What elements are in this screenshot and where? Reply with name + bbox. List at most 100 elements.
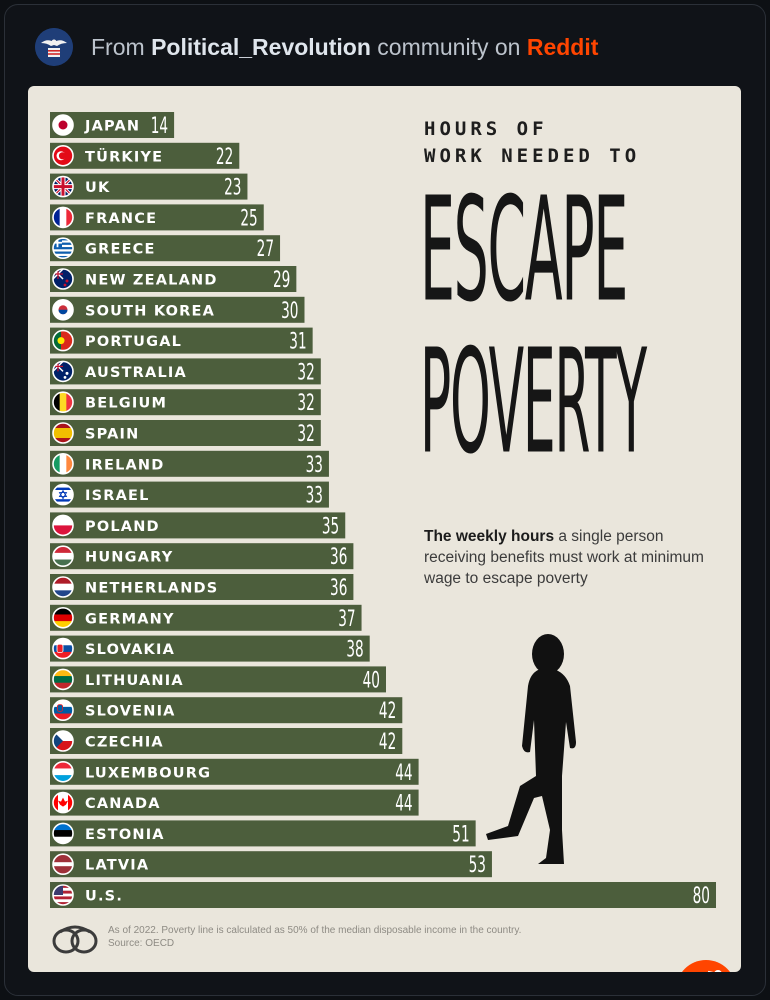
bar-value-latvia: 53 bbox=[469, 853, 486, 878]
bar-label-germany: GERMANY bbox=[85, 611, 175, 627]
bar-row-t-rkiye: TÜRKIYE 22 bbox=[50, 142, 240, 170]
flag-kr-icon bbox=[52, 299, 74, 321]
bar-belgium bbox=[50, 389, 321, 416]
bar-label-spain: SPAIN bbox=[85, 427, 140, 443]
bar-label-france: FRANCE bbox=[85, 211, 157, 227]
bar-label-japan: JAPAN bbox=[84, 119, 140, 135]
flag-jp-icon bbox=[52, 114, 74, 136]
bar-t-rkiye bbox=[50, 142, 240, 169]
bar-value-netherlands: 36 bbox=[330, 576, 347, 601]
bar-row-czechia: CZECHIA 42 bbox=[50, 728, 403, 755]
bar-value-south-korea: 30 bbox=[281, 299, 298, 324]
bar-hungary bbox=[50, 543, 354, 570]
reddit-snoo-icon[interactable] bbox=[676, 960, 736, 972]
bar-row-belgium: BELGIUM 32 bbox=[50, 389, 321, 416]
flag-fr-icon bbox=[52, 206, 74, 229]
bar-value-ireland: 33 bbox=[306, 453, 323, 478]
flag-gr-icon bbox=[52, 237, 74, 259]
flag-ie-icon bbox=[52, 452, 74, 475]
bar-greece bbox=[50, 235, 281, 262]
bar-label-israel: ISRAEL bbox=[85, 488, 150, 504]
bar-value-canada: 44 bbox=[395, 791, 412, 816]
bar-row-slovakia: SLOVAKIA 38 bbox=[50, 635, 370, 663]
title-big-poverty: POVERTY bbox=[420, 318, 647, 486]
flag-cz-icon bbox=[52, 730, 74, 752]
bar-value-spain: 32 bbox=[297, 422, 314, 447]
source-middle: community on bbox=[377, 33, 521, 60]
bar-canada bbox=[50, 789, 419, 816]
bar-south-korea bbox=[50, 296, 305, 323]
bar-row-slovenia: SLOVENIA 42 bbox=[50, 697, 403, 724]
title-line-1: HOURS OF bbox=[424, 118, 548, 140]
bar-label-greece: GREECE bbox=[85, 242, 156, 258]
chart-title-small: HOURS OF WORK NEEDED TO bbox=[424, 116, 704, 170]
bar-australia bbox=[50, 358, 321, 385]
bar-row-latvia: LATVIA 53 bbox=[50, 851, 492, 878]
bar-label-luxembourg: LUXEMBOURG bbox=[85, 765, 211, 781]
bar-row-portugal: PORTUGAL 31 bbox=[50, 327, 313, 355]
bar-value-germany: 37 bbox=[338, 607, 355, 632]
bar-value-israel: 33 bbox=[306, 483, 323, 508]
bar-value-greece: 27 bbox=[257, 237, 274, 262]
bar-value-belgium: 32 bbox=[297, 391, 314, 416]
bar-value-u-s: 80 bbox=[693, 884, 710, 909]
bar-value-estonia: 51 bbox=[452, 822, 469, 847]
bar-label-lithuania: LITHUANIA bbox=[85, 673, 184, 689]
bar-poland bbox=[50, 512, 346, 539]
flag-be-icon bbox=[52, 391, 74, 414]
flag-nz-icon bbox=[52, 268, 74, 290]
bar-value-slovenia: 42 bbox=[379, 699, 396, 724]
source-line: From Political_Revolution community on R… bbox=[91, 34, 598, 61]
bar-uk bbox=[50, 173, 248, 200]
community-avatar[interactable] bbox=[35, 28, 73, 66]
flag-de-icon bbox=[52, 606, 74, 629]
bar-label-uk: UK bbox=[85, 180, 110, 196]
platform-name[interactable]: Reddit bbox=[526, 33, 599, 60]
bar-value-france: 25 bbox=[240, 206, 257, 231]
bar-spain bbox=[50, 420, 321, 446]
community-name[interactable]: Political_Revolution bbox=[151, 33, 371, 60]
bar-row-japan: JAPAN 14 bbox=[50, 112, 175, 139]
logo-icon bbox=[52, 925, 98, 954]
subtitle-bold: The weekly hours bbox=[424, 528, 555, 545]
footnote-text: As of 2022. Poverty line is calculated a… bbox=[108, 925, 522, 936]
bar-label-t-rkiye: TÜRKIYE bbox=[85, 147, 163, 165]
bar-row-greece: GREECE 27 bbox=[50, 235, 281, 262]
flag-us-icon bbox=[52, 884, 74, 906]
bar-value-portugal: 31 bbox=[289, 329, 306, 354]
flag-lt-icon bbox=[52, 668, 74, 691]
bar-ireland bbox=[50, 450, 329, 477]
title-big-escape: ESCAPE bbox=[420, 166, 628, 334]
title-line-2: WORK NEEDED TO bbox=[424, 145, 641, 167]
bar-israel bbox=[50, 481, 329, 508]
bar-label-latvia: LATVIA bbox=[85, 858, 149, 874]
bar-germany bbox=[50, 604, 362, 631]
bar-value-czechia: 42 bbox=[379, 730, 396, 755]
bar-row-netherlands: NETHERLANDS 36 bbox=[50, 574, 354, 601]
footnote-area: As of 2022. Poverty line is calculated a… bbox=[52, 924, 521, 954]
bar-latvia bbox=[50, 851, 492, 878]
chart-subtitle: The weekly hours a single person receivi… bbox=[424, 526, 704, 589]
bar-value-poland: 35 bbox=[322, 514, 339, 539]
bar-label-new-zealand: NEW ZEALAND bbox=[85, 273, 218, 289]
bar-row-spain: SPAIN 32 bbox=[50, 420, 321, 447]
bar-u-s bbox=[50, 882, 716, 908]
bar-label-australia: AUSTRALIA bbox=[85, 365, 187, 381]
bar-label-slovenia: SLOVENIA bbox=[85, 704, 176, 720]
bar-value-australia: 32 bbox=[297, 360, 314, 385]
flag-nl-icon bbox=[52, 576, 74, 598]
flag-lu-icon bbox=[52, 760, 74, 783]
bar-label-hungary: HUNGARY bbox=[85, 550, 173, 566]
bar-label-poland: POLAND bbox=[85, 519, 160, 535]
eagle-icon bbox=[35, 28, 73, 66]
climbing-man-illustration bbox=[486, 634, 576, 864]
flag-ca-icon bbox=[52, 791, 74, 814]
bar-row-hungary: HUNGARY 36 bbox=[50, 543, 354, 570]
bar-row-ireland: IRELAND 33 bbox=[50, 450, 329, 478]
flag-ee-icon bbox=[52, 822, 74, 845]
bar-slovenia bbox=[50, 697, 403, 724]
flag-si-icon bbox=[52, 699, 74, 722]
bar-label-netherlands: NETHERLANDS bbox=[85, 581, 218, 597]
bar-label-ireland: IRELAND bbox=[85, 457, 165, 473]
bar-label-slovakia: SLOVAKIA bbox=[85, 642, 175, 658]
